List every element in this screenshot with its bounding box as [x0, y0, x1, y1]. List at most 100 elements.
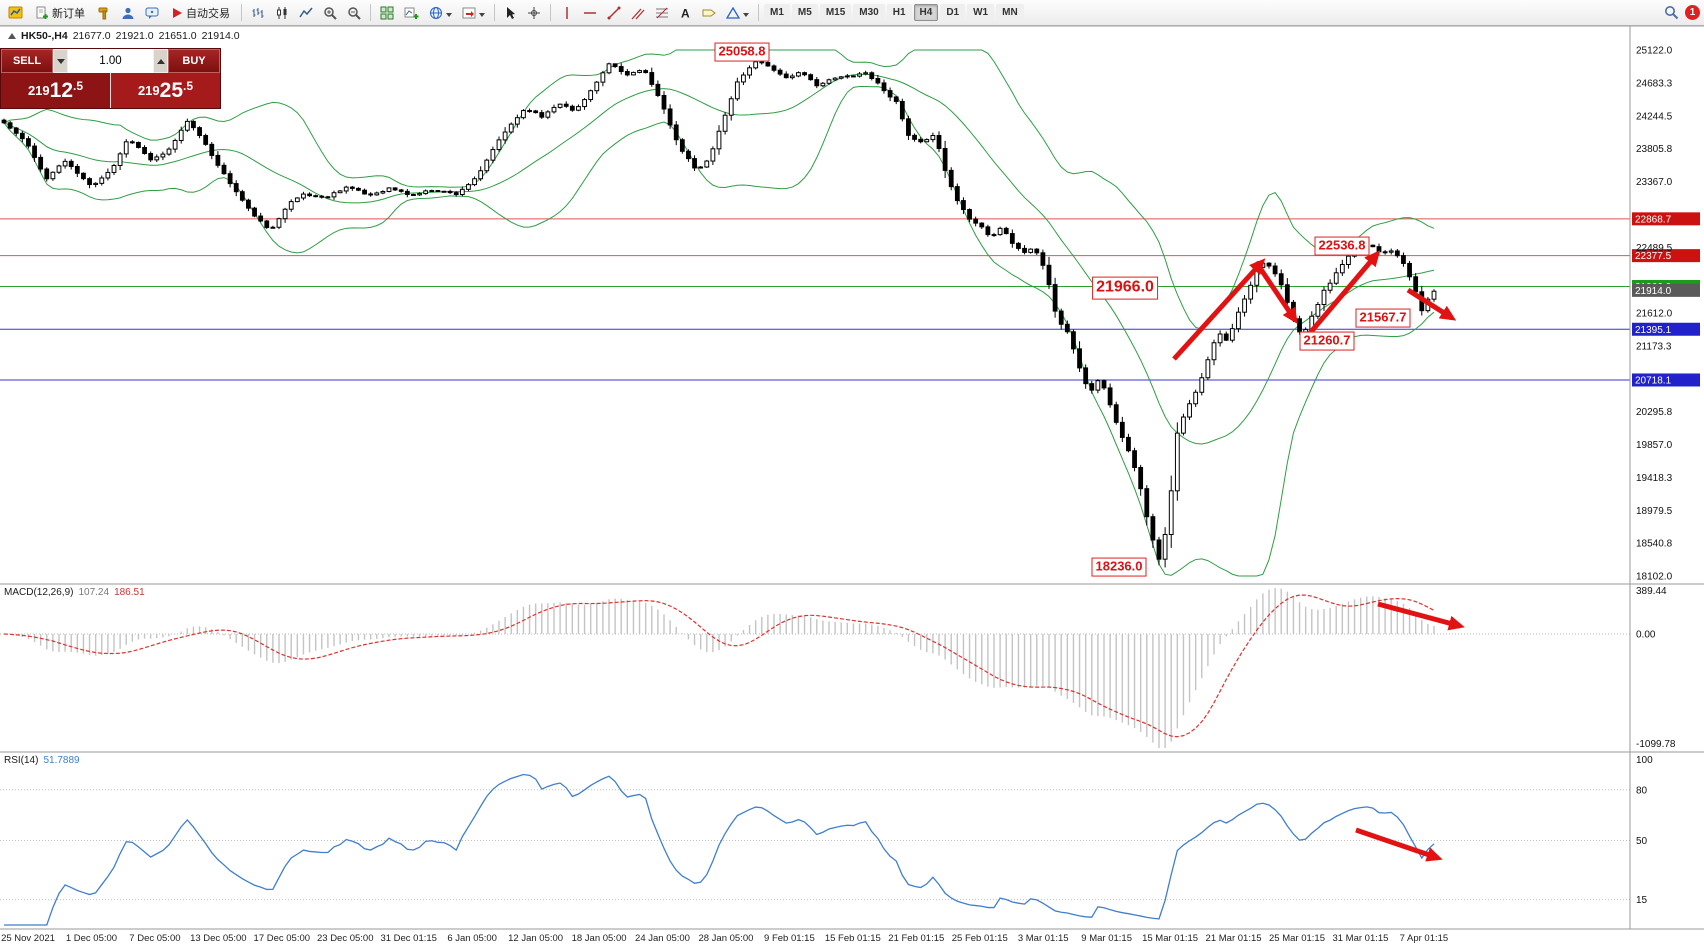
volume-input[interactable] — [68, 49, 153, 73]
chevron-down-icon — [743, 12, 749, 20]
app-icon — [4, 2, 27, 23]
svg-text:15 Feb 01:15: 15 Feb 01:15 — [825, 933, 881, 944]
volume-decrease-button[interactable] — [53, 49, 68, 73]
bar-chart-icon — [252, 7, 264, 18]
svg-text:9 Feb 01:15: 9 Feb 01:15 — [764, 933, 815, 944]
candlestick-chart-button[interactable] — [271, 2, 293, 23]
text-tool-button[interactable]: A — [675, 2, 696, 23]
timeframe-button-h1[interactable]: H1 — [886, 4, 912, 21]
user-icon-button[interactable] — [117, 2, 139, 23]
sell-price-big: 12 — [49, 79, 74, 102]
timeframe-button-mn[interactable]: MN — [996, 4, 1024, 21]
trendline-tool-button[interactable] — [603, 2, 625, 23]
indicators-icon — [404, 7, 419, 19]
channel-tool-button[interactable] — [627, 2, 649, 23]
horizontal-line-tool-button[interactable] — [579, 2, 601, 23]
symbols-button[interactable] — [425, 2, 456, 23]
timeframe-button-m1[interactable]: M1 — [764, 4, 790, 21]
trend-arrow — [1253, 260, 1298, 325]
tile-windows-button[interactable] — [376, 2, 398, 23]
svg-text:25 Feb 01:15: 25 Feb 01:15 — [952, 933, 1008, 944]
timeframe-button-m15[interactable]: M15 — [819, 4, 852, 21]
svg-text:0.00: 0.00 — [1636, 630, 1656, 641]
svg-text:23805.8: 23805.8 — [1636, 144, 1673, 155]
volume-increase-button[interactable] — [153, 49, 168, 73]
buy-price-big: 25 — [159, 79, 184, 102]
search-icon — [1665, 6, 1679, 20]
play-icon — [173, 7, 182, 18]
price-axis[interactable]: 22868.722377.521966.021395.120718.121914… — [1632, 46, 1700, 583]
buy-price[interactable]: 219 25.5 — [111, 73, 220, 108]
one-click-toggle-icon[interactable] — [8, 33, 16, 39]
svg-text:9 Mar 01:15: 9 Mar 01:15 — [1081, 933, 1132, 944]
chevron-down-icon — [479, 12, 485, 20]
macd-signal-value: 186.51 — [114, 587, 145, 598]
shapes-tool-button[interactable] — [722, 2, 753, 23]
time-axis[interactable]: 25 Nov 2021 1 Dec 05:00 7 Dec 05:00 13 Dec … — [1, 933, 1448, 944]
svg-text:31 Dec 01:15: 31 Dec 01:15 — [380, 933, 437, 944]
trend-arrow — [1406, 287, 1457, 321]
timeframe-button-m5[interactable]: M5 — [791, 4, 818, 21]
new-order-button[interactable]: 新订单 — [29, 2, 91, 23]
toolbar-separator — [241, 4, 242, 21]
svg-text:6 Jan 05:00: 6 Jan 05:00 — [447, 933, 497, 944]
sell-price-prefix: 219 — [27, 83, 50, 98]
auto-trading-button[interactable]: 自动交易 — [165, 2, 236, 23]
trend-arrow — [1308, 250, 1381, 335]
svg-text:1 Dec 05:00: 1 Dec 05:00 — [66, 933, 117, 944]
chart-shift-icon — [462, 7, 476, 18]
symbol-timeframe-label: HK50-,H4 — [21, 30, 68, 42]
timeframe-button-h4[interactable]: H4 — [913, 4, 939, 21]
hammer-icon-button[interactable] — [93, 2, 115, 23]
label-tool-button[interactable] — [698, 2, 720, 23]
svg-text:21173.3: 21173.3 — [1636, 341, 1672, 352]
svg-text:80: 80 — [1636, 785, 1648, 796]
svg-text:25 Nov 2021: 25 Nov 2021 — [1, 933, 55, 944]
timeframe-button-m30[interactable]: M30 — [853, 4, 885, 21]
line-chart-button[interactable] — [295, 2, 317, 23]
buy-price-frac: .5 — [183, 79, 194, 93]
svg-text:23 Dec 05:00: 23 Dec 05:00 — [317, 933, 374, 944]
triangle-down-icon — [56, 58, 65, 68]
svg-text:15: 15 — [1636, 895, 1648, 906]
rsi-pane: 100 80 50 15 — [0, 755, 1653, 926]
rsi-pane-label: RSI(14) 51.7889 — [4, 755, 80, 766]
bar-chart-button[interactable] — [247, 2, 269, 23]
svg-text:50: 50 — [1636, 836, 1648, 847]
svg-text:18102.0: 18102.0 — [1636, 572, 1673, 583]
chart-shift-button[interactable] — [458, 2, 489, 23]
sell-button[interactable]: SELL — [1, 49, 53, 73]
svg-text:19857.0: 19857.0 — [1636, 440, 1673, 451]
zoom-in-button[interactable] — [319, 2, 341, 23]
svg-text:23367.0: 23367.0 — [1636, 177, 1673, 188]
search-button[interactable] — [1660, 2, 1683, 23]
timeframe-button-w1[interactable]: W1 — [967, 4, 995, 21]
zoom-in-icon — [324, 6, 337, 20]
label-icon — [702, 9, 716, 16]
vertical-line-tool-button[interactable] — [556, 2, 577, 23]
cursor-icon — [507, 6, 515, 19]
chart-header: HK50-,H4 21677.0 21921.0 21651.0 21914.0 — [8, 30, 240, 42]
tile-windows-icon — [380, 6, 394, 19]
chat-icon-button[interactable] — [141, 2, 163, 23]
svg-text:100: 100 — [1636, 755, 1653, 766]
buy-button[interactable]: BUY — [168, 49, 220, 73]
toolbar-separator — [550, 4, 551, 21]
toolbar-separator — [758, 4, 759, 21]
svg-text:28 Jan 05:00: 28 Jan 05:00 — [698, 933, 753, 944]
svg-text:22868.7: 22868.7 — [1635, 214, 1672, 225]
indicators-button[interactable] — [400, 2, 423, 23]
timeframe-button-d1[interactable]: D1 — [940, 4, 966, 21]
cursor-tool-button[interactable] — [500, 2, 521, 23]
high-price: 21921.0 — [115, 30, 154, 42]
crosshair-tool-button[interactable] — [523, 2, 545, 23]
crosshair-icon — [528, 6, 540, 19]
sell-price[interactable]: 219 12.5 — [1, 73, 111, 108]
notification-badge: 1 — [1685, 5, 1700, 20]
zoom-out-button[interactable] — [343, 2, 365, 23]
fibonacci-tool-button[interactable] — [651, 2, 673, 23]
user-icon — [122, 7, 134, 19]
horizontal-line-icon — [584, 11, 596, 14]
